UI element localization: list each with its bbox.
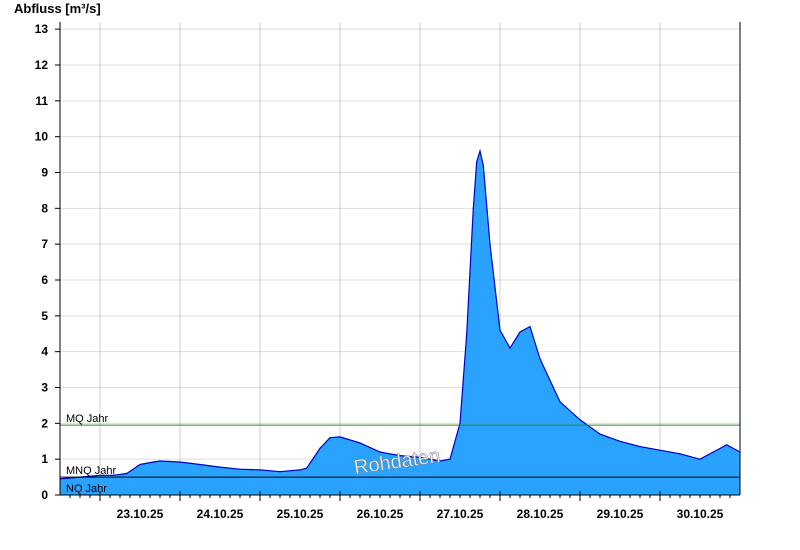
data-point xyxy=(126,472,128,475)
y-tick-label: 2 xyxy=(41,416,48,430)
data-point xyxy=(319,447,321,449)
data-point xyxy=(306,467,308,469)
y-tick-label: 10 xyxy=(35,130,49,144)
data-point xyxy=(472,207,474,209)
data-point xyxy=(159,460,161,462)
x-tick-label: 30.10.25 xyxy=(677,507,724,521)
y-tick-label: 9 xyxy=(41,166,48,180)
y-tick-label: 13 xyxy=(35,22,49,36)
x-tick-label: 29.10.25 xyxy=(597,507,644,521)
x-tick-label: 24.10.25 xyxy=(197,507,244,521)
data-point xyxy=(449,458,451,460)
area-fill xyxy=(60,151,740,495)
data-point xyxy=(712,451,714,453)
data-point xyxy=(139,463,141,466)
x-tick-label: 25.10.25 xyxy=(277,507,324,521)
ref-line-label: NQ Jahr xyxy=(66,483,107,495)
y-tick-label: 5 xyxy=(41,309,48,323)
x-tick-label: 28.10.25 xyxy=(517,507,564,521)
y-tick-label: 12 xyxy=(35,58,49,72)
x-tick-label: 27.10.25 xyxy=(437,507,484,521)
y-tick-label: 4 xyxy=(41,345,48,359)
data-point xyxy=(479,150,481,152)
data-point xyxy=(579,419,581,421)
data-point xyxy=(476,161,478,163)
data-point xyxy=(639,446,641,448)
data-point xyxy=(339,436,341,438)
y-tick-label: 3 xyxy=(41,381,48,395)
data-point xyxy=(399,455,401,457)
data-point xyxy=(99,474,101,476)
data-point xyxy=(559,401,561,403)
data-point xyxy=(519,331,521,333)
area-series xyxy=(59,148,741,495)
y-tick-label: 1 xyxy=(41,452,48,466)
data-point xyxy=(359,442,361,444)
data-point xyxy=(529,326,531,328)
data-point xyxy=(179,461,181,463)
data-point xyxy=(199,463,201,466)
data-point xyxy=(699,458,701,460)
ref-line-label: MNQ Jahr xyxy=(66,465,116,477)
data-point xyxy=(419,456,421,458)
ref-line-label: MQ Jahr xyxy=(66,413,109,425)
data-point xyxy=(726,444,728,446)
data-point xyxy=(499,329,501,331)
data-point xyxy=(459,422,461,424)
data-point xyxy=(152,461,154,463)
x-tick-label: 26.10.25 xyxy=(357,507,404,521)
series-line xyxy=(59,148,741,480)
y-tick-label: 11 xyxy=(35,94,48,108)
data-point xyxy=(299,469,301,471)
data-point xyxy=(659,449,661,451)
y-axis-title: Abfluss [m³/s] xyxy=(14,1,101,16)
data-point xyxy=(439,460,441,462)
data-point xyxy=(466,333,468,335)
data-point xyxy=(539,358,541,360)
data-point xyxy=(219,466,221,468)
data-point xyxy=(379,451,381,453)
y-tick-label: 6 xyxy=(41,273,48,287)
y-tick-label: 8 xyxy=(41,201,48,215)
data-point xyxy=(509,347,511,349)
data-point xyxy=(599,433,601,435)
data-point xyxy=(239,468,241,470)
x-tick-label: 23.10.25 xyxy=(117,507,164,521)
data-point xyxy=(489,243,491,245)
data-point xyxy=(482,164,484,166)
y-tick-label: 7 xyxy=(41,237,48,251)
data-point xyxy=(279,471,281,473)
grid xyxy=(60,22,740,495)
data-point xyxy=(679,453,681,455)
data-point xyxy=(619,440,621,442)
data-point xyxy=(329,437,331,439)
y-tick-label: 0 xyxy=(41,488,48,502)
data-point xyxy=(259,469,261,471)
data-point xyxy=(112,474,114,476)
